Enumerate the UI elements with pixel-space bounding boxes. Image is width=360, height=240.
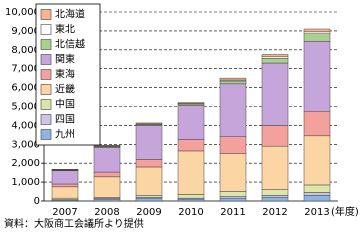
y-tick-label: 10,000 xyxy=(5,7,40,18)
legend-label: 九州 xyxy=(55,129,75,141)
x-tick-label: 2010 xyxy=(178,207,203,218)
chart: 資料：大阪商工会議所より提供 0 1,000 2,000 3,000 4,000 5,00… xyxy=(4,3,359,230)
legend-label: 関東 xyxy=(55,53,75,66)
bar-segment xyxy=(219,136,247,155)
x-tick-label: 2012 xyxy=(262,207,287,218)
bar-segment xyxy=(135,197,163,202)
bar-segment xyxy=(135,166,163,196)
legend-swatch xyxy=(40,84,52,95)
y-tick-label: 1,000 xyxy=(11,177,40,188)
bar-segment xyxy=(303,184,331,193)
bar-segment xyxy=(303,28,331,33)
source-note: 資料：大阪商工会議所より提供 xyxy=(4,217,144,230)
x-tick-label: 2011 xyxy=(220,207,245,218)
bar-segment xyxy=(135,195,163,198)
bar-segment xyxy=(51,186,79,199)
legend-label: 中国 xyxy=(55,98,75,111)
bar-segment xyxy=(93,147,121,173)
x-tick-label: 2013 xyxy=(304,207,329,218)
bar-segment xyxy=(177,198,205,202)
bar-segment xyxy=(303,192,331,196)
legend-swatch xyxy=(40,99,52,110)
bar-segment xyxy=(177,139,205,152)
x-tick-label: 2007 xyxy=(52,207,77,218)
legend-label: 東海 xyxy=(55,68,75,81)
bar-segment xyxy=(93,176,121,198)
legend-swatch xyxy=(40,9,52,20)
legend-swatch xyxy=(40,24,52,35)
bar-segment xyxy=(135,125,163,160)
bar-segment xyxy=(219,153,247,192)
bar-segment xyxy=(303,41,331,112)
bar-segment xyxy=(261,145,289,190)
bar-segment xyxy=(303,33,331,42)
legend-label: 近畿 xyxy=(55,83,75,96)
y-tick-label: 4,000 xyxy=(11,120,40,131)
bar-segment xyxy=(303,135,331,186)
bar-segment xyxy=(51,183,79,188)
bar-segment xyxy=(261,62,289,126)
bar-segment xyxy=(261,195,289,198)
bar-segment xyxy=(219,197,247,202)
legend-label: 四国 xyxy=(55,114,75,126)
bar-segment xyxy=(261,58,289,64)
y-tick-label: 2,000 xyxy=(11,158,40,169)
legend-label: 北海道 xyxy=(55,8,85,21)
bar-segment xyxy=(219,77,247,81)
bar-segment xyxy=(177,194,205,199)
x-tick-label: 2008 xyxy=(94,207,119,218)
bar-segment xyxy=(135,122,163,125)
x-axis-title: (年度) xyxy=(331,205,359,218)
y-tick-label: 9,000 xyxy=(11,26,40,37)
y-tick-label: 5,000 xyxy=(11,102,40,113)
bar-segment xyxy=(93,144,121,147)
bar-segment xyxy=(177,105,205,140)
bar-segment xyxy=(51,170,79,185)
bar-segment xyxy=(219,196,247,199)
y-tick-label: 0 xyxy=(34,196,40,207)
bar-segment xyxy=(261,196,289,202)
legend-swatch xyxy=(40,129,52,140)
bar-segment xyxy=(303,195,331,202)
bar-segment xyxy=(303,110,331,137)
bar-segment xyxy=(177,150,205,195)
legend-swatch xyxy=(40,54,52,65)
y-tick-label: 6,000 xyxy=(11,83,40,94)
legend-swatch xyxy=(40,69,52,80)
bar-segment xyxy=(93,198,121,202)
bar-segment xyxy=(177,102,205,104)
bar-segment xyxy=(135,159,163,168)
x-tick-label: 2009 xyxy=(136,207,161,218)
bar-segment xyxy=(261,125,289,147)
bar-segment xyxy=(219,80,247,85)
y-tick-label: 3,000 xyxy=(11,139,40,150)
bar-segment xyxy=(219,83,247,137)
bar-segment xyxy=(219,191,247,197)
bar-segment xyxy=(261,189,289,196)
legend-label: 東北 xyxy=(55,23,75,36)
bar-segment xyxy=(303,31,331,34)
legend-swatch xyxy=(40,39,52,50)
y-tick-label: 8,000 xyxy=(11,45,40,56)
bar-segment xyxy=(261,54,289,58)
y-tick-label: 7,000 xyxy=(11,64,40,75)
legend-swatch xyxy=(40,114,52,125)
bar-segment xyxy=(93,171,121,178)
bar-segment xyxy=(51,168,79,171)
legend-label: 北信越 xyxy=(55,38,85,51)
